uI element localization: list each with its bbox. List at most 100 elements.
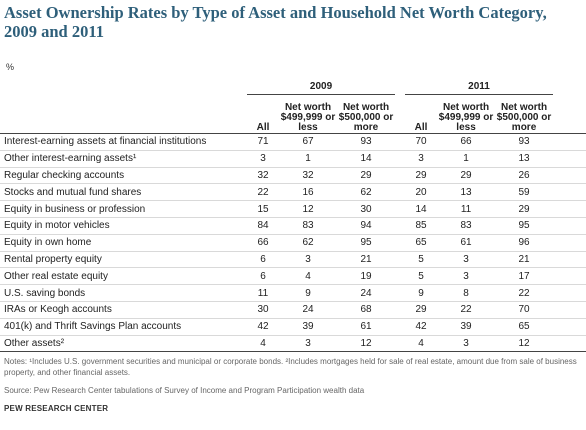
spacer-cell	[395, 167, 405, 184]
value-cell: 14	[360, 153, 372, 165]
spacer-cell	[553, 301, 586, 318]
spacer-cell	[553, 234, 586, 251]
value-cell: 20	[415, 186, 427, 198]
value-cell: 6	[260, 253, 266, 265]
value-cell: 29	[518, 203, 530, 215]
value-cell: 6	[260, 270, 266, 282]
value-cell: 3	[463, 337, 469, 349]
value-cell: 29	[460, 169, 472, 181]
value-cell: 93	[360, 136, 372, 148]
value-cell: 32	[257, 169, 269, 181]
value-cell: 22	[518, 287, 530, 299]
value-cell: 39	[460, 321, 472, 333]
col-header-low-2011: Net worth $499,999 or less	[437, 94, 496, 134]
col-header-low-2009: Net worth $499,999 or less	[279, 94, 337, 134]
value-cell: 70	[518, 304, 530, 316]
value-cell: 3	[305, 253, 311, 265]
year-header-2011: 2011	[405, 78, 554, 95]
value-cell: 12	[360, 337, 372, 349]
spacer-cell	[395, 318, 405, 335]
value-cell: 93	[518, 136, 530, 148]
spacer-cell	[553, 217, 586, 234]
value-cell: 68	[360, 304, 372, 316]
table-row: 401(k) and Thrift Savings Plan accounts 4…	[0, 318, 586, 336]
value-cell: 24	[360, 287, 372, 299]
row-label: Stocks and mutual fund shares	[4, 186, 142, 198]
row-label: Equity in own home	[4, 237, 92, 249]
value-cell: 26	[518, 169, 530, 181]
spacer-cell	[553, 285, 586, 302]
value-cell: 4	[418, 337, 424, 349]
value-cell: 12	[518, 337, 530, 349]
col-header-all-2011: All	[405, 94, 438, 134]
row-label: Equity in motor vehicles	[4, 220, 110, 232]
spacer-cell	[395, 150, 405, 167]
value-cell: 65	[415, 237, 427, 249]
spacer-cell	[395, 301, 405, 318]
row-label: Regular checking accounts	[4, 169, 125, 181]
value-cell: 8	[463, 287, 469, 299]
spacer-cell	[553, 134, 586, 151]
value-cell: 13	[518, 153, 530, 165]
value-cell: 67	[302, 136, 314, 148]
value-cell: 3	[305, 337, 311, 349]
table-row: Interest-earning assets at financial ins…	[0, 134, 586, 151]
col-header-all-2009: All	[247, 94, 279, 134]
asset-ownership-table: 2009 2011 All Net worth $499,999 or less…	[0, 78, 586, 352]
spacer-cell	[395, 217, 405, 234]
value-cell: 66	[257, 237, 269, 249]
value-cell: 3	[418, 153, 424, 165]
table-row: Regular checking accounts 32 32 29 29 29 26	[0, 167, 586, 184]
spacer-cell	[395, 184, 405, 201]
table-row: Other assets² 4 3 12 4 3 12	[0, 335, 586, 352]
value-cell: 4	[305, 270, 311, 282]
value-cell: 19	[360, 270, 372, 282]
spacer-cell	[395, 234, 405, 251]
unit-label: %	[6, 62, 15, 72]
value-cell: 5	[418, 253, 424, 265]
value-cell: 71	[257, 136, 269, 148]
spacer-cell	[395, 268, 405, 285]
value-cell: 65	[518, 321, 530, 333]
value-cell: 61	[360, 321, 372, 333]
value-cell: 62	[302, 237, 314, 249]
figure-title: Asset Ownership Rates by Type of Asset a…	[4, 3, 547, 41]
table-row: Other real estate equity 6 4 19 5 3 17	[0, 268, 586, 285]
col-header-high-2011: Net worth $500,000 or more	[495, 94, 554, 134]
value-cell: 5	[418, 270, 424, 282]
value-cell: 29	[415, 304, 427, 316]
value-cell: 42	[257, 321, 269, 333]
table-row: Rental property equity 6 3 21 5 3 21	[0, 251, 586, 268]
value-cell: 21	[360, 253, 372, 265]
value-cell: 95	[360, 237, 372, 249]
value-cell: 29	[360, 169, 372, 181]
spacer-cell	[553, 184, 586, 201]
value-cell: 30	[257, 304, 269, 316]
value-cell: 30	[360, 203, 372, 215]
value-cell: 17	[518, 270, 530, 282]
value-cell: 3	[260, 153, 266, 165]
row-label: Rental property equity	[4, 253, 102, 265]
value-cell: 1	[305, 153, 311, 165]
value-cell: 83	[460, 220, 472, 232]
value-cell: 16	[302, 186, 314, 198]
value-cell: 84	[257, 220, 269, 232]
value-cell: 85	[415, 220, 427, 232]
col-header-high-2009: Net worth $500,000 or more	[337, 94, 396, 134]
row-label: Other interest-earning assets¹	[4, 153, 137, 165]
value-cell: 42	[415, 321, 427, 333]
value-cell: 13	[460, 186, 472, 198]
spacer-cell	[553, 268, 586, 285]
spacer-cell	[553, 251, 586, 268]
value-cell: 15	[257, 203, 269, 215]
value-cell: 62	[360, 186, 372, 198]
value-cell: 3	[463, 270, 469, 282]
spacer-cell	[395, 285, 405, 302]
value-cell: 22	[460, 304, 472, 316]
value-cell: 4	[260, 337, 266, 349]
value-cell: 21	[518, 253, 530, 265]
table-row: Stocks and mutual fund shares 22 16 62 20 13 5…	[0, 184, 586, 201]
value-cell: 66	[460, 136, 472, 148]
table-row: U.S. saving bonds 11 9 24 9 8 22	[0, 285, 586, 302]
value-cell: 83	[302, 220, 314, 232]
